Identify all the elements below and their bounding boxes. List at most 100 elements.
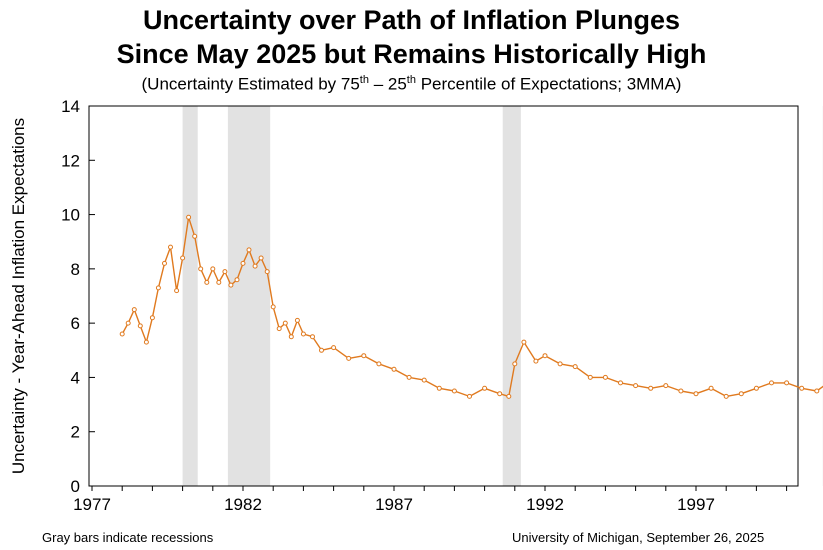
data-point	[784, 380, 790, 386]
data-point	[264, 269, 270, 275]
chart-title-line-1: Uncertainty over Path of Inflation Plung…	[142, 5, 681, 35]
subtitle-sup-1: th	[359, 74, 369, 86]
x-tick-label: 1997	[677, 495, 715, 514]
data-point	[533, 358, 539, 364]
data-point	[391, 366, 397, 372]
x-tick-label: 1982	[224, 495, 262, 514]
chart-title-line-2: Since May 2025 but Remains Historically …	[116, 39, 707, 69]
data-point	[557, 361, 563, 367]
data-point	[376, 361, 382, 367]
recession-bar	[182, 106, 198, 486]
data-point	[125, 320, 131, 326]
data-point	[467, 393, 472, 399]
y-tick-label: 8	[71, 260, 80, 279]
data-series	[119, 214, 823, 399]
data-point	[300, 331, 306, 337]
recession-bar	[502, 106, 521, 486]
data-point	[288, 334, 294, 340]
data-point	[769, 380, 774, 386]
data-point	[192, 233, 198, 239]
data-point	[602, 374, 608, 380]
data-point	[346, 355, 352, 361]
axes: 0246810121419771982198719921997200220072…	[61, 97, 788, 514]
recession-bar	[227, 106, 271, 486]
data-point	[512, 361, 518, 367]
data-point	[234, 277, 240, 283]
recession-note: Gray bars indicate recessions	[42, 530, 214, 545]
data-point	[678, 388, 684, 394]
x-tick-label: 1987	[375, 495, 413, 514]
x-tick-label: 1992	[526, 495, 564, 514]
data-point	[723, 393, 729, 399]
data-point	[587, 374, 593, 380]
data-point	[198, 266, 204, 272]
data-point	[204, 279, 210, 285]
data-point	[186, 214, 192, 220]
x-tick-label: 1977	[73, 495, 111, 514]
data-point	[799, 385, 805, 391]
data-point	[618, 380, 623, 386]
data-point	[228, 282, 234, 288]
data-point	[222, 269, 228, 275]
data-point	[814, 388, 820, 394]
data-point	[521, 339, 527, 345]
subtitle-suffix: Percentile of Expectations; 3MMA)	[415, 74, 682, 94]
subtitle-sup-2: th	[406, 74, 416, 86]
data-point	[738, 391, 744, 397]
data-point	[294, 317, 300, 323]
y-tick-label: 6	[71, 314, 80, 333]
data-point	[753, 385, 759, 391]
y-tick-label: 0	[71, 477, 80, 496]
y-tick-label: 4	[71, 368, 80, 387]
subtitle-prefix: (Uncertainty Estimated by 75	[141, 74, 360, 94]
data-point	[406, 374, 412, 380]
series-line	[121, 216, 823, 398]
data-point	[246, 247, 252, 253]
subtitle-middle: – 25	[368, 74, 407, 94]
data-point	[648, 385, 654, 391]
data-point	[708, 385, 714, 391]
data-point	[319, 347, 324, 353]
source-note: University of Michigan, September 26, 20…	[512, 530, 765, 545]
data-point	[361, 353, 367, 359]
data-point	[482, 385, 488, 391]
data-point	[252, 263, 258, 269]
data-point	[155, 285, 161, 291]
data-point	[216, 279, 222, 285]
data-point	[542, 353, 548, 359]
plot-area-frame	[88, 105, 799, 487]
data-point	[310, 334, 315, 340]
y-tick-label: 14	[61, 97, 80, 116]
data-point	[663, 383, 669, 389]
data-point	[143, 339, 149, 345]
data-point	[282, 320, 288, 326]
data-point	[149, 315, 155, 321]
data-point	[572, 364, 578, 370]
data-point	[276, 326, 282, 332]
y-tick-label: 10	[61, 206, 80, 225]
recession-bars	[182, 106, 823, 486]
data-point	[210, 266, 216, 272]
data-point	[331, 345, 337, 351]
data-point	[168, 244, 173, 250]
data-point	[436, 385, 442, 391]
y-tick-label: 2	[71, 423, 80, 442]
data-point	[693, 391, 699, 397]
y-tick-label: 12	[61, 151, 80, 170]
data-point	[240, 260, 246, 266]
data-point	[137, 323, 143, 329]
data-point	[258, 255, 264, 261]
y-axis-title: Uncertainty - Year-Ahead Inflation Expec…	[9, 118, 28, 474]
data-point	[421, 377, 427, 383]
data-point	[506, 393, 512, 399]
chart-subtitle: (Uncertainty Estimated by 75th – 25th Pe…	[0, 74, 823, 95]
data-point	[131, 307, 137, 313]
data-point	[119, 331, 125, 337]
data-point	[451, 388, 457, 394]
data-point	[162, 260, 167, 266]
data-point	[174, 288, 180, 294]
data-point	[270, 304, 276, 310]
data-point	[180, 255, 186, 261]
data-point	[633, 383, 639, 389]
